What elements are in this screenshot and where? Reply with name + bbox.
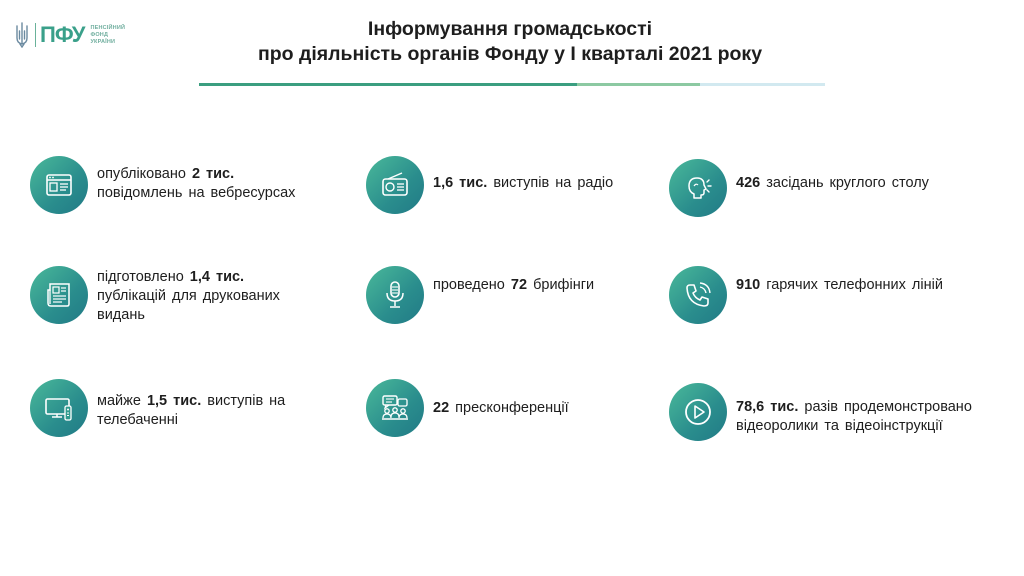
stat-icon-circle: [30, 266, 88, 324]
stat-text: 22 пресконференції: [433, 399, 569, 418]
logo-mark: ПФУ: [40, 22, 85, 47]
pfu-logo: ПФУ ПЕНСІЙНИЙ ФОНД УКРАЇНИ: [14, 20, 125, 50]
stat-suffix: виступів на радіо: [487, 175, 614, 191]
stat-icon-circle: [669, 383, 727, 441]
stat-icon-circle: [366, 266, 424, 324]
tv-icon: [45, 398, 72, 421]
web-page-icon: [46, 174, 72, 196]
stat-item-roundtable: 426 засідань круглого столу: [669, 159, 929, 217]
stat-line2: публікацій для друкованих: [97, 288, 280, 304]
stat-value: 1,6 тис.: [433, 175, 488, 191]
play-icon: [685, 399, 711, 425]
stat-text: 426 засідань круглого столу: [736, 174, 929, 193]
stat-prefix: підготовлено: [97, 269, 190, 285]
stat-item-videos: 78,6 тис. разів продемонстровано відеоро…: [669, 383, 972, 441]
speaking-head-icon: [688, 177, 712, 199]
stat-value: 1,5 тис.: [146, 393, 202, 409]
stat-value: 78,6 тис.: [736, 399, 799, 415]
underline-segment-pale: [700, 83, 825, 86]
stat-suffix: виступів на: [201, 393, 286, 409]
logo-divider: [35, 23, 36, 47]
stat-item-radio: 1,6 тис. виступів на радіо: [366, 156, 613, 214]
stat-value: 910: [736, 277, 761, 293]
stat-suffix: пресконференції: [449, 400, 569, 416]
stat-icon-circle: [366, 156, 424, 214]
page-title: Інформування громадськості про діяльніст…: [160, 17, 860, 67]
page-title-line2: про діяльність органів Фонду у І квартал…: [257, 43, 763, 65]
stat-text: опубліковано 2 тис. повідомлень на вебре…: [97, 165, 295, 203]
stat-line2: відеоролики та відеоінструкції: [736, 418, 943, 434]
title-underline: [199, 83, 825, 86]
stat-line2: повідомлень на вебресурсах: [97, 185, 296, 201]
stat-suffix: засідань круглого столу: [760, 175, 929, 191]
logo-subtitle: ПЕНСІЙНИЙ ФОНД УКРАЇНИ: [90, 25, 125, 46]
stat-prefix: майже: [97, 393, 147, 409]
stat-prefix: проведено: [433, 277, 511, 293]
stat-line2: телебаченні: [97, 412, 178, 428]
stat-line3: видань: [97, 307, 145, 323]
stat-suffix: гарячих телефонних ліній: [760, 277, 943, 293]
stat-suffix: разів продемонстровано: [798, 399, 972, 415]
underline-segment-dark: [199, 83, 577, 86]
stat-prefix: опубліковано: [97, 166, 192, 182]
stat-text: проведено 72 брифінги: [433, 276, 594, 295]
microphone-icon: [386, 281, 404, 308]
stat-item-hotlines: 910 гарячих телефонних ліній: [669, 266, 943, 324]
logo-subtitle-line3: УКРАЇНИ: [90, 38, 116, 45]
stat-value: 1,4 тис.: [189, 269, 245, 285]
stat-item-briefings: проведено 72 брифінги: [366, 266, 594, 324]
stat-item-web: опубліковано 2 тис. повідомлень на вебре…: [30, 156, 295, 214]
newspaper-icon: [47, 283, 70, 307]
press-conference-icon: [382, 395, 408, 420]
stat-text: 1,6 тис. виступів на радіо: [433, 174, 613, 193]
stat-value: 426: [736, 175, 761, 191]
stat-icon-circle: [30, 156, 88, 214]
underline-segment-light: [577, 83, 700, 86]
stat-value: 22: [433, 400, 450, 416]
stat-icon-circle: [366, 379, 424, 437]
trident-icon: [16, 22, 28, 48]
phone-icon: [686, 282, 711, 307]
stat-icon-circle: [669, 266, 727, 324]
stat-value: 2 тис.: [191, 166, 235, 182]
radio-icon: [382, 172, 408, 196]
stat-item-print: підготовлено 1,4 тис. публікацій для дру…: [30, 266, 280, 325]
logo-subtitle-line1: ПЕНСІЙНИЙ: [90, 24, 126, 31]
stat-text: майже 1,5 тис. виступів на телебаченні: [97, 392, 285, 430]
stat-text: 910 гарячих телефонних ліній: [736, 276, 943, 295]
stat-text: підготовлено 1,4 тис. публікацій для дру…: [97, 268, 280, 325]
stat-item-tv: майже 1,5 тис. виступів на телебаченні: [30, 379, 285, 437]
stat-icon-circle: [669, 159, 727, 217]
page-title-line1: Інформування громадськості: [367, 18, 653, 40]
stat-item-press: 22 пресконференції: [366, 379, 569, 437]
stat-suffix: брифінги: [527, 277, 595, 293]
stat-text: 78,6 тис. разів продемонстровано відеоро…: [736, 398, 972, 436]
stat-icon-circle: [30, 379, 88, 437]
logo-subtitle-line2: ФОНД: [90, 31, 109, 38]
stat-value: 72: [510, 277, 528, 293]
